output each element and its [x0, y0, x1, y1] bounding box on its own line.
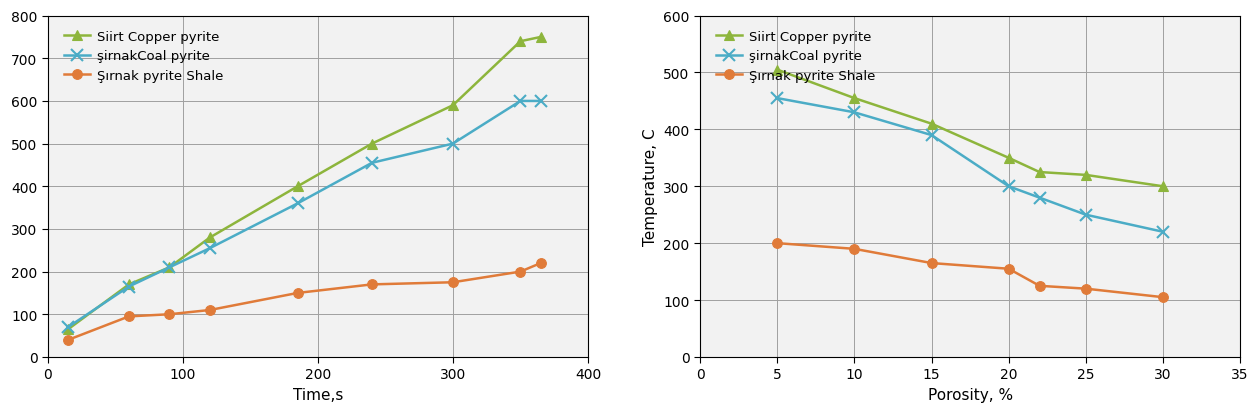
Legend: Siirt Copper pyrite, şirnakCoal pyrite, Şırnak pyrite Shale: Siirt Copper pyrite, şirnakCoal pyrite, …: [60, 26, 227, 86]
Şırnak pyrite Shale: [924, 261, 939, 266]
Şırnak pyrite Shale: [770, 241, 785, 246]
Siirt Copper pyrite: [847, 96, 862, 101]
şirnakCoal pyrite: [533, 99, 548, 104]
şirnakCoal pyrite: [203, 246, 218, 251]
Şırnak pyrite Shale: [121, 314, 136, 319]
şirnakCoal pyrite: [60, 325, 76, 330]
şirnakCoal pyrite: [161, 265, 176, 270]
Siirt Copper pyrite: [533, 36, 548, 40]
Siirt Copper pyrite: [445, 104, 460, 109]
şirnakCoal pyrite: [290, 202, 305, 206]
şirnakCoal pyrite: [445, 142, 460, 147]
Siirt Copper pyrite: [203, 235, 218, 240]
Line: Şırnak pyrite Shale: Şırnak pyrite Shale: [63, 259, 546, 345]
Şırnak pyrite Shale: [1032, 284, 1047, 289]
Siirt Copper pyrite: [290, 184, 305, 189]
Line: Şırnak pyrite Shale: Şırnak pyrite Shale: [772, 239, 1168, 302]
şirnakCoal pyrite: [1079, 213, 1094, 218]
Siirt Copper pyrite: [1032, 170, 1047, 175]
Şırnak pyrite Shale: [1079, 287, 1094, 292]
şirnakCoal pyrite: [1032, 196, 1047, 201]
Line: Siirt Copper pyrite: Siirt Copper pyrite: [63, 33, 546, 334]
Line: Siirt Copper pyrite: Siirt Copper pyrite: [772, 66, 1168, 192]
Siirt Copper pyrite: [513, 40, 528, 45]
Siirt Copper pyrite: [364, 142, 379, 147]
Y-axis label: Temperature, C: Temperature, C: [643, 128, 658, 245]
şirnakCoal pyrite: [513, 99, 528, 104]
şirnakCoal pyrite: [1155, 230, 1171, 235]
Siirt Copper pyrite: [770, 68, 785, 73]
şirnakCoal pyrite: [770, 96, 785, 101]
Şırnak pyrite Shale: [1002, 267, 1017, 272]
Line: şirnakCoal pyrite: şirnakCoal pyrite: [771, 93, 1169, 238]
Siirt Copper pyrite: [161, 265, 176, 270]
Legend: Siirt Copper pyrite, şirnakCoal pyrite, Şırnak pyrite Shale: Siirt Copper pyrite, şirnakCoal pyrite, …: [712, 26, 879, 86]
Şırnak pyrite Shale: [445, 280, 460, 285]
Siirt Copper pyrite: [1155, 184, 1171, 189]
Siirt Copper pyrite: [1002, 156, 1017, 161]
Şırnak pyrite Shale: [847, 247, 862, 252]
Şırnak pyrite Shale: [513, 269, 528, 274]
Şırnak pyrite Shale: [364, 282, 379, 287]
şirnakCoal pyrite: [364, 161, 379, 166]
şirnakCoal pyrite: [924, 133, 939, 138]
Şırnak pyrite Shale: [161, 312, 176, 317]
Siirt Copper pyrite: [924, 122, 939, 127]
Siirt Copper pyrite: [1079, 173, 1094, 178]
X-axis label: Time,s: Time,s: [292, 387, 343, 402]
X-axis label: Porosity, %: Porosity, %: [927, 387, 1013, 402]
şirnakCoal pyrite: [1002, 184, 1017, 189]
Şırnak pyrite Shale: [1155, 295, 1171, 300]
Şırnak pyrite Shale: [533, 261, 548, 266]
Line: şirnakCoal pyrite: şirnakCoal pyrite: [62, 95, 547, 333]
Şırnak pyrite Shale: [203, 308, 218, 313]
şirnakCoal pyrite: [121, 284, 136, 289]
Şırnak pyrite Shale: [60, 337, 76, 342]
şirnakCoal pyrite: [847, 111, 862, 116]
Siirt Copper pyrite: [60, 327, 76, 332]
Şırnak pyrite Shale: [290, 291, 305, 296]
Siirt Copper pyrite: [121, 282, 136, 287]
